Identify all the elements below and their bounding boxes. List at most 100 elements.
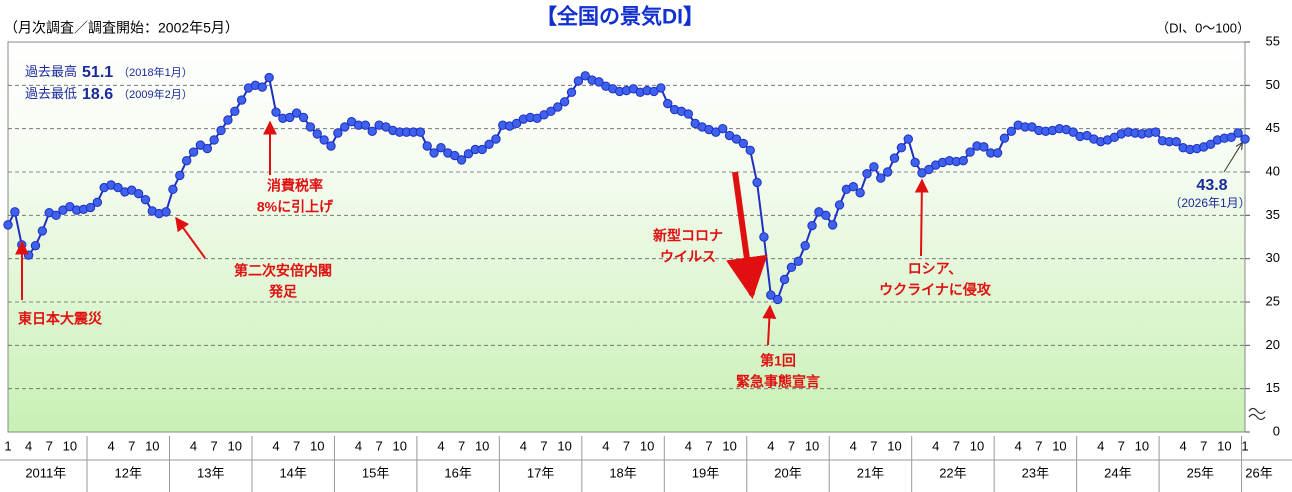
data-point (463, 149, 474, 159)
data-point (491, 134, 501, 144)
data-point (924, 164, 934, 175)
data-point (855, 188, 865, 198)
data-point (23, 250, 34, 260)
y-tick-label: 30 (1266, 250, 1280, 265)
data-point (305, 122, 316, 132)
data-point (140, 195, 151, 205)
year-label: 18年 (609, 465, 636, 480)
data-point (449, 150, 460, 161)
data-point (834, 200, 845, 210)
annotation: 消費税率 (267, 178, 323, 194)
x-tick-label: 10 (1135, 438, 1149, 453)
data-point (1226, 132, 1236, 143)
data-point (731, 134, 742, 144)
data-point (298, 112, 309, 123)
annotation-arrow (175, 216, 206, 259)
x-tick-label: 10 (392, 438, 406, 453)
year-label: 24年 (1104, 465, 1131, 480)
x-tick-label: 4 (1180, 438, 1187, 453)
data-point (209, 135, 219, 145)
data-point (683, 109, 694, 119)
data-point (559, 97, 570, 107)
data-point (862, 169, 872, 179)
annotation-arrow (914, 178, 929, 257)
data-point (656, 83, 666, 93)
data-point (429, 148, 439, 158)
axis-break (1248, 407, 1266, 421)
x-tick-label: 4 (190, 438, 197, 453)
x-tick-label: 7 (211, 438, 218, 453)
x-tick-label: 10 (557, 438, 571, 453)
data-point (436, 143, 446, 153)
data-point (546, 106, 556, 117)
y-tick-label: 55 (1266, 33, 1280, 48)
x-tick-label: 7 (1200, 438, 1207, 453)
data-point (1150, 127, 1161, 137)
data-point (51, 210, 61, 221)
record-part: 51.1 (82, 64, 113, 81)
y-tick-label: 35 (1266, 207, 1280, 222)
data-point (257, 82, 267, 92)
x-tick-label: 4 (1015, 438, 1022, 453)
x-tick-label: 10 (887, 438, 901, 453)
data-point (889, 153, 900, 163)
x-tick-label: 10 (722, 438, 736, 453)
annotation-arrow (762, 304, 777, 346)
x-tick-label: 4 (602, 438, 609, 453)
x-tick-label: 4 (767, 438, 774, 453)
data-point (896, 143, 907, 153)
data-point (772, 294, 783, 305)
data-point (999, 133, 1010, 143)
x-tick-label: 10 (145, 438, 159, 453)
record-part: 過去最低 (25, 86, 77, 101)
x-tick-label: 4 (850, 438, 857, 453)
annotation: 新型コロナ (653, 228, 723, 244)
x-tick-label: 10 (63, 438, 77, 453)
data-point (484, 139, 494, 149)
data-point (1240, 134, 1250, 144)
y-tick-label: 0 (1273, 423, 1280, 438)
data-point (367, 126, 377, 136)
year-label: 13年 (197, 465, 224, 480)
data-point (869, 162, 879, 172)
data-point (992, 148, 1003, 158)
data-point (511, 118, 522, 129)
data-point (340, 122, 350, 132)
x-tick-label: 7 (128, 438, 135, 453)
subtitle: （月次調査／調査開始：2002年5月） (4, 20, 239, 36)
data-point (1233, 128, 1243, 138)
data-point (759, 232, 769, 242)
year-label: 22年 (939, 465, 966, 480)
year-label: 17年 (527, 465, 554, 480)
x-tick-label: 4 (107, 438, 114, 453)
x-tick-label: 7 (46, 438, 53, 453)
data-point (291, 108, 302, 118)
data-point (965, 147, 975, 157)
annotation: 第1回 (760, 353, 796, 369)
x-tick-label: 4 (437, 438, 444, 453)
x-tick-label: 4 (1097, 438, 1104, 453)
data-point (827, 220, 838, 230)
data-point (188, 147, 199, 157)
record-text: 過去最高 51.1 （2018年1月） (25, 64, 193, 81)
annotation: 東日本大震災 (18, 311, 103, 327)
data-point (264, 72, 274, 83)
axis-break-mark (1248, 407, 1266, 421)
data-point (10, 207, 20, 217)
record-part: 過去最高 (25, 64, 77, 79)
x-tick-label: 7 (953, 438, 960, 453)
x-tick-label: 7 (870, 438, 877, 453)
x-tick-label: 4 (25, 438, 32, 453)
data-point (216, 125, 226, 136)
data-point (319, 135, 329, 145)
data-point (133, 188, 144, 199)
data-point (882, 167, 893, 177)
data-point (745, 145, 755, 156)
data-point (800, 240, 810, 251)
x-tick-label: 4 (932, 438, 939, 453)
y-tick-label: 50 (1266, 77, 1280, 92)
data-point (92, 197, 103, 208)
x-tick-label: 7 (375, 438, 382, 453)
y-tick-label: 15 (1266, 380, 1280, 395)
